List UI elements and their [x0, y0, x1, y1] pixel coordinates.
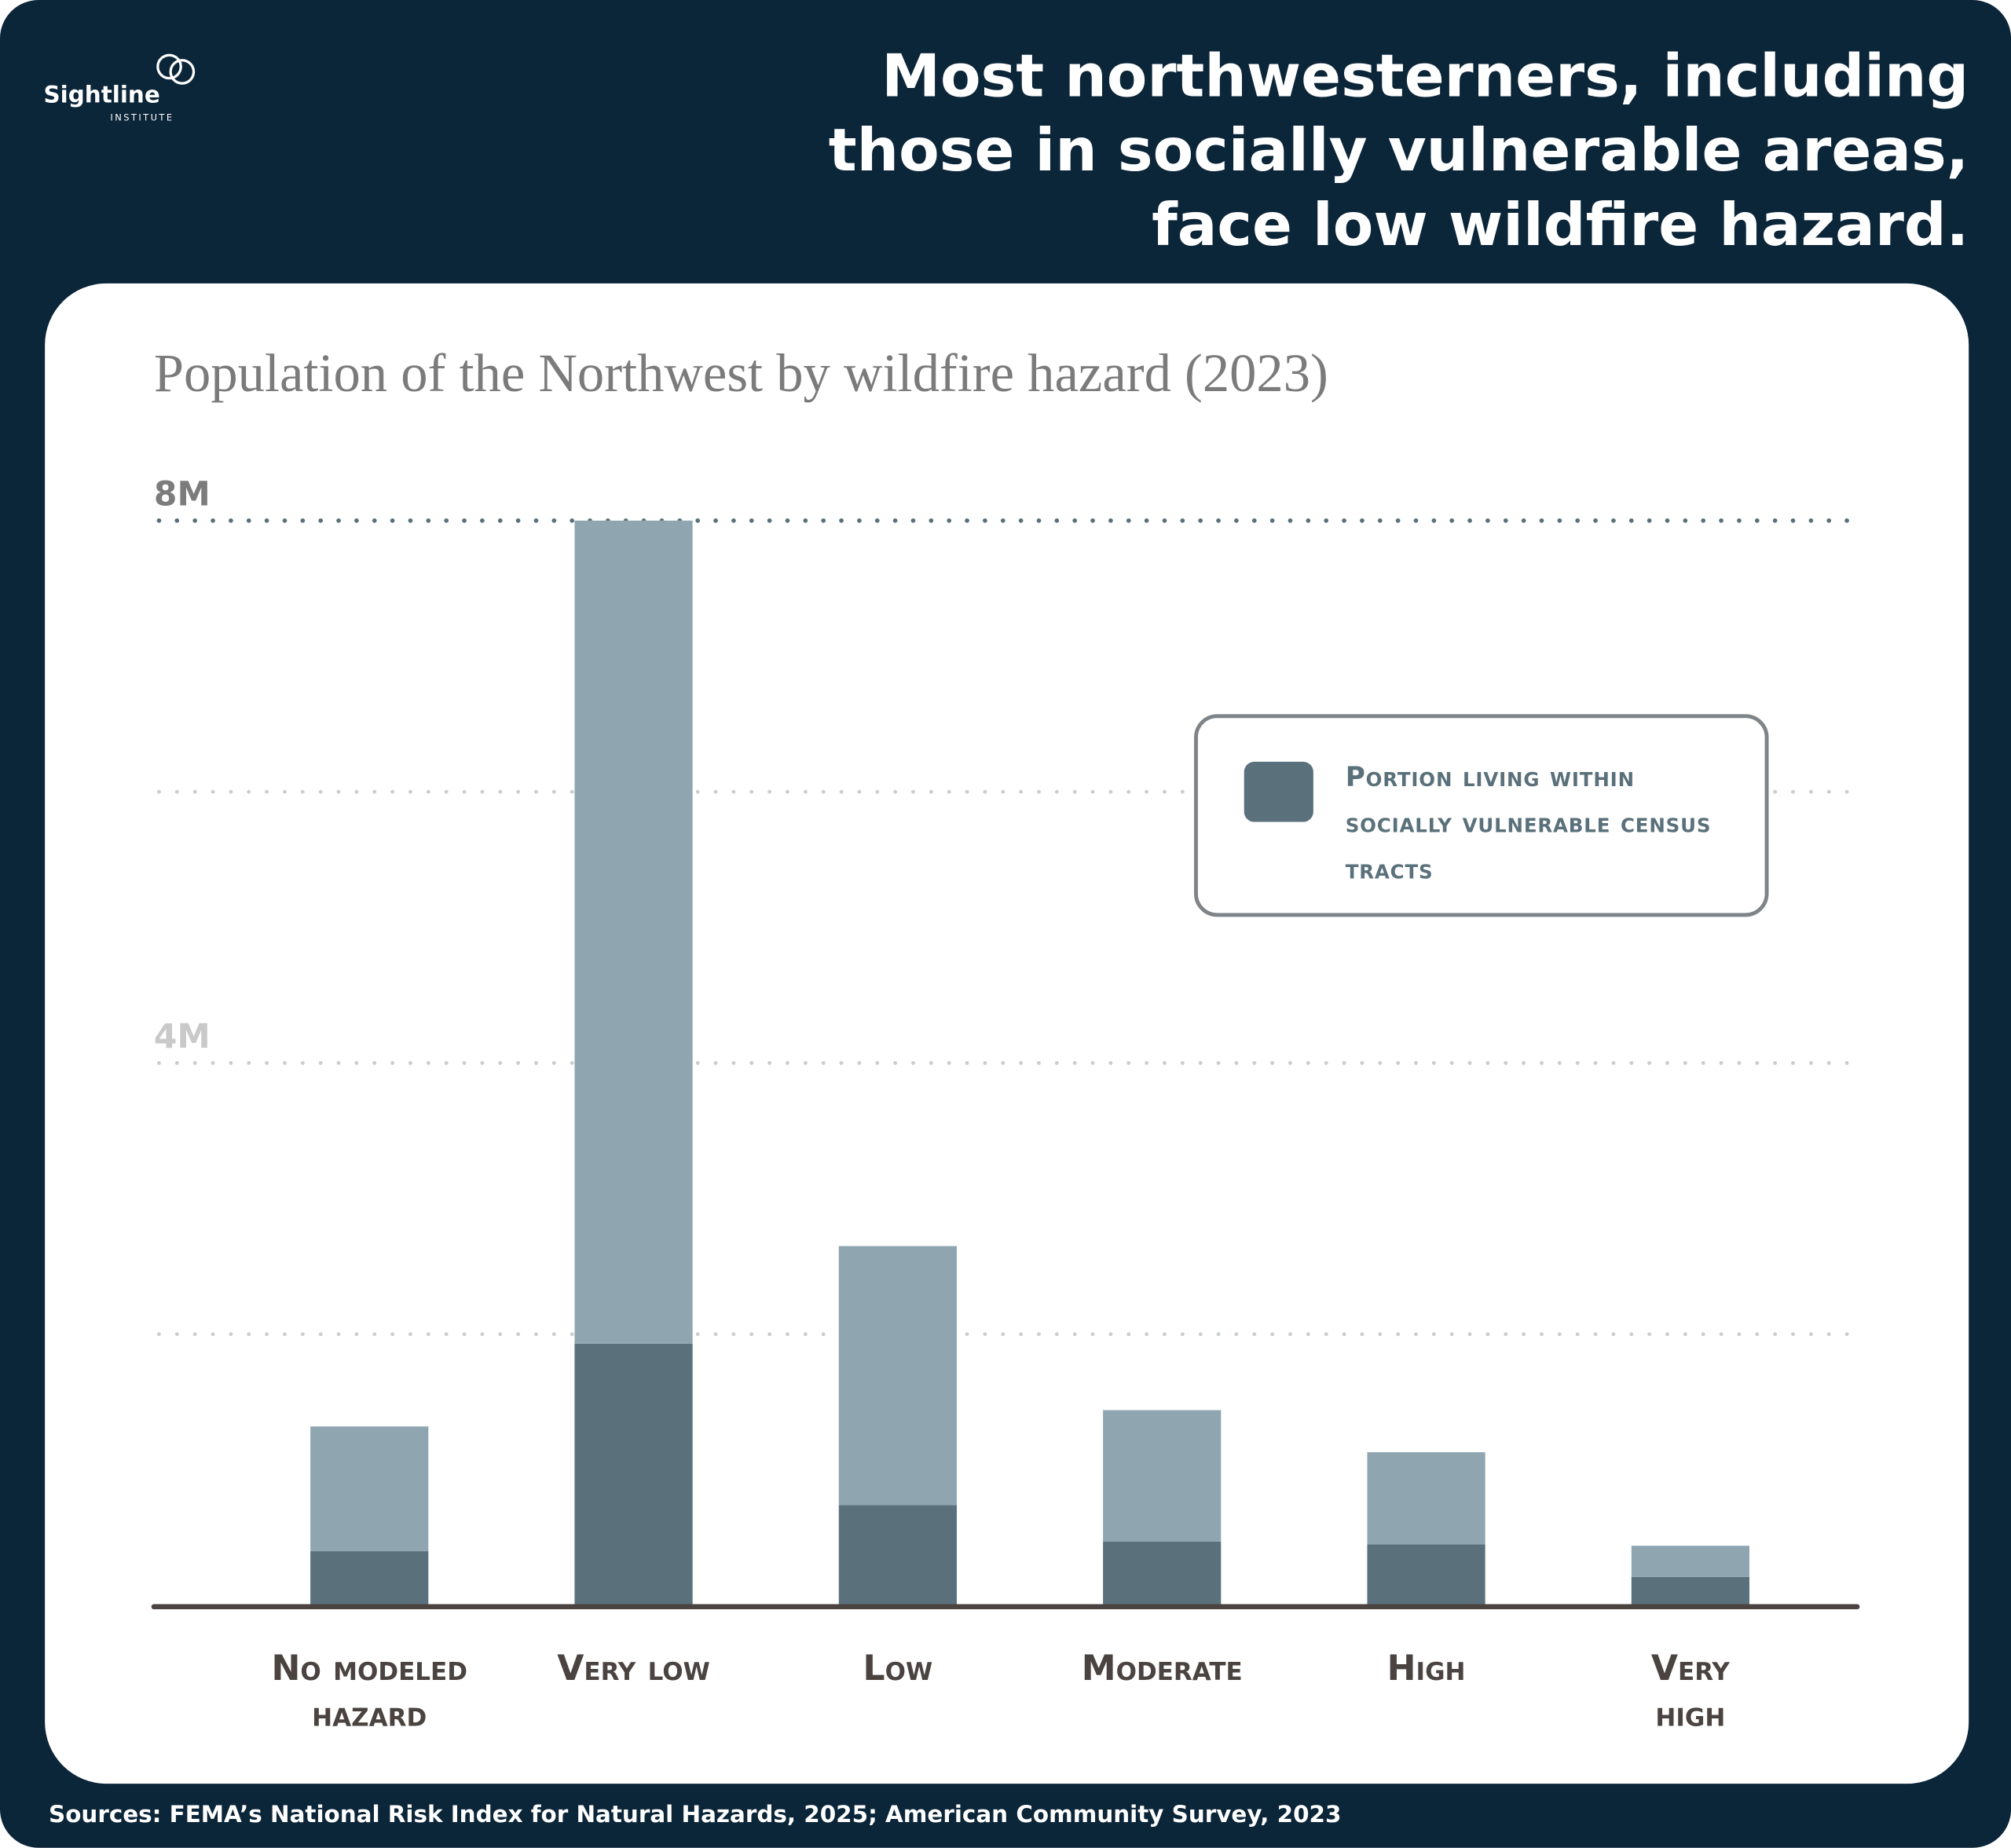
y-tick-label: 8M — [154, 475, 211, 514]
logo-subname: INSTITUTE — [110, 112, 174, 123]
x-tick-label: Moderate — [1081, 1649, 1243, 1689]
bar-segment — [310, 1426, 429, 1552]
x-tick-label: Low — [863, 1649, 933, 1689]
headline: Most northwesterners, including those in… — [828, 41, 1969, 259]
bar-segment — [1367, 1544, 1485, 1606]
bar-segment — [1367, 1452, 1485, 1545]
chart-title: Population of the Northwest by wildfire … — [153, 345, 1328, 404]
bar-segment — [1103, 1541, 1222, 1606]
bar-segment — [1103, 1410, 1222, 1542]
legend-swatch — [1244, 761, 1313, 822]
bar-segment — [1631, 1576, 1750, 1606]
legend: Portion living within socially vulnerabl… — [1194, 714, 1769, 917]
x-tick-label: No modeled hazard — [271, 1649, 467, 1736]
source: Sources: FEMA’s National Risk Index for … — [49, 1801, 1342, 1829]
bar-segment — [1631, 1546, 1750, 1577]
bar-segment — [838, 1246, 957, 1506]
bar-segment — [574, 1343, 693, 1606]
x-tick-label: Very low — [557, 1649, 710, 1689]
logo-name: Sightline — [43, 82, 160, 109]
y-tick-label: 4M — [154, 1018, 211, 1056]
x-tick-label: Very high — [1650, 1649, 1730, 1736]
logo-icon — [156, 53, 196, 85]
bar-segment — [310, 1551, 429, 1606]
bar-segment — [574, 520, 693, 1344]
bar-segment — [838, 1505, 957, 1606]
x-tick-label: High — [1386, 1649, 1466, 1689]
legend-label: Portion living within socially vulnerabl… — [1345, 761, 1712, 885]
